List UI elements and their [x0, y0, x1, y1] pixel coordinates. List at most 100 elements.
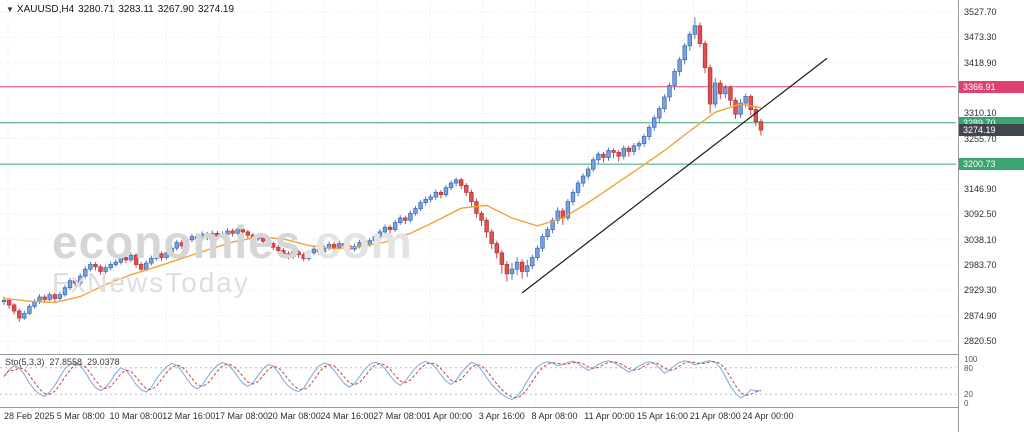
open-value: 3280.71 — [78, 4, 115, 15]
candle-body — [118, 257, 124, 263]
candle-body — [428, 196, 433, 200]
candle-body — [22, 312, 27, 319]
candle-body — [301, 254, 306, 259]
price-tick-label: 3310.10 — [964, 108, 997, 119]
candle-body — [458, 179, 464, 186]
candle-body — [713, 82, 718, 105]
candle-body — [519, 261, 525, 272]
trendline[interactable] — [521, 57, 828, 294]
candle-body — [83, 268, 88, 277]
candle-body — [697, 25, 703, 44]
candle-body — [67, 280, 73, 289]
candle-body — [662, 96, 667, 110]
candle-body — [758, 121, 764, 131]
candle-body — [606, 150, 611, 158]
candle-body — [514, 261, 520, 270]
time-tick-label: 8 Apr 08:00 — [531, 411, 578, 421]
main-chart-canvas[interactable] — [0, 0, 958, 353]
candle-body — [509, 268, 515, 275]
candle-body — [235, 229, 240, 234]
candle-body — [72, 280, 78, 284]
candle-body — [62, 287, 68, 296]
candle-body — [570, 191, 576, 203]
candle-body — [47, 294, 52, 300]
candle-body — [443, 187, 449, 196]
stochastic-panel-canvas[interactable] — [0, 356, 958, 406]
candle-body — [540, 236, 545, 249]
candle-body — [626, 147, 632, 152]
candle-body — [367, 240, 372, 245]
panel-divider[interactable] — [0, 354, 1024, 355]
stoch-scale-label: 80 — [964, 363, 973, 373]
price-tick-label: 3038.10 — [964, 234, 997, 245]
candle-body — [611, 150, 616, 153]
candle-body — [321, 247, 327, 253]
candle-body — [98, 266, 103, 272]
candle-body — [204, 233, 210, 238]
candle-body — [631, 145, 637, 152]
candle-body — [377, 231, 383, 237]
candle-body — [667, 84, 672, 98]
candle-body — [484, 219, 489, 233]
price-tick-label: 3418.90 — [964, 57, 997, 68]
candle-body — [265, 240, 271, 244]
candle-body — [753, 109, 759, 123]
moving-average-line[interactable] — [3, 103, 762, 304]
time-axis[interactable]: 28 Feb 2025 5 Mar 08:00 10 Mar 08:00 12 Mar… — [0, 409, 958, 425]
price-tick-label: 3473.30 — [964, 32, 997, 43]
time-tick-label: 27 Mar 08:00 — [373, 411, 427, 421]
candle-body — [596, 153, 601, 161]
candle-body — [362, 242, 367, 245]
high-value: 3283.11 — [118, 4, 154, 15]
candle-body — [504, 264, 510, 275]
time-axis-divider — [0, 407, 1024, 408]
candle-body — [133, 254, 139, 265]
candle-body — [225, 230, 230, 235]
candle-body — [575, 182, 581, 193]
candle-body — [702, 43, 708, 69]
candle-body — [42, 296, 47, 300]
candle-body — [108, 264, 113, 269]
candle-body — [499, 252, 505, 265]
candle-body — [281, 250, 286, 255]
candle-body — [748, 96, 753, 110]
candle-body — [159, 253, 164, 258]
candle-body — [657, 108, 662, 119]
candle-body — [718, 82, 723, 95]
time-tick-label: 21 Apr 08:00 — [689, 411, 741, 421]
candle-body — [382, 226, 388, 233]
candle-body — [342, 243, 347, 247]
candle-body — [565, 201, 571, 219]
candle-body — [194, 236, 200, 240]
candle-body — [199, 233, 205, 240]
candle-body — [184, 239, 190, 247]
candle-body — [306, 252, 311, 259]
candle-body — [245, 231, 251, 236]
candle-body — [154, 253, 159, 259]
time-tick-label: 17 Mar 08:00 — [215, 411, 269, 421]
candle-body — [260, 236, 266, 242]
candle-body — [580, 175, 586, 184]
indicator-d-value: 29.0378 — [87, 357, 120, 367]
candle-body — [448, 182, 454, 189]
indicator-k-value: 27.8558 — [49, 357, 83, 367]
indicator-name: Sto(5,3,3) — [5, 357, 45, 367]
candle-body — [103, 267, 108, 272]
candle-body — [331, 244, 337, 248]
price-axis[interactable]: 3527.70 3473.30 3418.90 3310.10 3255.70 3146.… — [958, 0, 1024, 432]
price-tick-label: 2874.90 — [964, 310, 997, 321]
candle-body — [545, 229, 550, 237]
candle-body — [672, 71, 677, 86]
time-tick-label: 11 Apr 00:00 — [584, 411, 635, 421]
time-tick-label: 10 Mar 08:00 — [109, 411, 163, 421]
symbol-dropdown-icon[interactable]: ▼ — [6, 5, 14, 14]
candle-body — [646, 126, 652, 137]
candle-body — [220, 233, 225, 237]
candle-body — [535, 247, 540, 258]
candle-body — [479, 212, 484, 221]
resistance-price-badge: 3366.91 — [959, 80, 1024, 93]
candle-body — [17, 310, 22, 319]
candle-body — [621, 147, 626, 157]
candle-body — [337, 243, 342, 248]
